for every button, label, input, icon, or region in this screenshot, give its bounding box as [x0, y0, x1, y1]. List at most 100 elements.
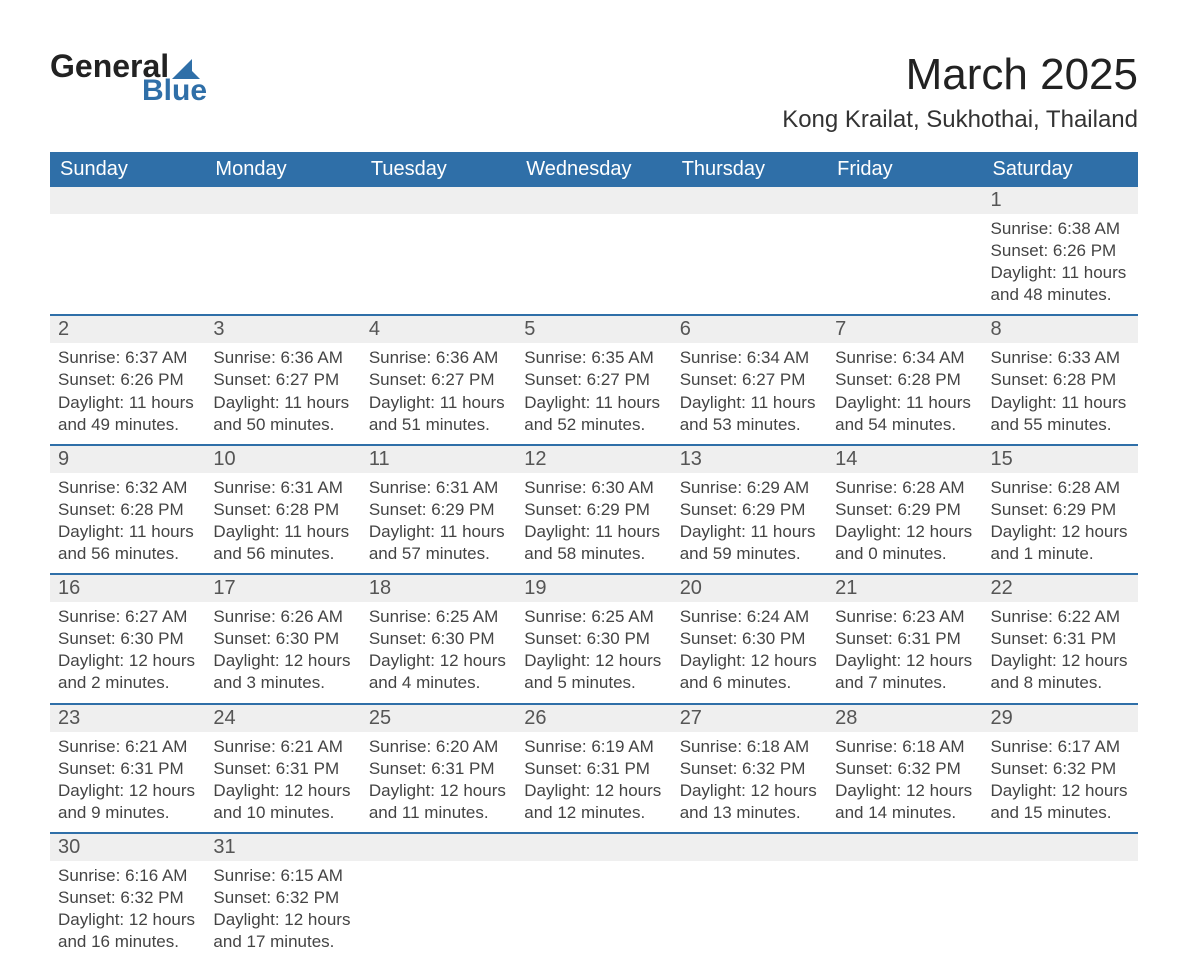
sunset-text: Sunset: 6:29 PM [524, 499, 663, 521]
sunrise-text: Sunrise: 6:37 AM [58, 347, 197, 369]
sunrise-text: Sunrise: 6:18 AM [835, 736, 974, 758]
day-header: Saturday [983, 152, 1138, 187]
sunset-text: Sunset: 6:29 PM [680, 499, 819, 521]
day-number-cell: 6 [672, 315, 827, 343]
daylight-text: Daylight: 12 hours and 7 minutes. [835, 650, 974, 694]
daylight-text: Daylight: 12 hours and 11 minutes. [369, 780, 508, 824]
day-number-cell: 10 [205, 445, 360, 473]
daylight-text: Daylight: 11 hours and 52 minutes. [524, 392, 663, 436]
day-detail-cell [672, 214, 827, 315]
day-detail-cell: Sunrise: 6:37 AMSunset: 6:26 PMDaylight:… [50, 343, 205, 444]
sunrise-text: Sunrise: 6:19 AM [524, 736, 663, 758]
day-detail-row: Sunrise: 6:38 AMSunset: 6:26 PMDaylight:… [50, 214, 1138, 315]
day-number-cell: 17 [205, 574, 360, 602]
day-detail-cell [983, 861, 1138, 961]
day-number-cell [361, 833, 516, 861]
day-number-cell: 2 [50, 315, 205, 343]
day-detail-cell: Sunrise: 6:34 AMSunset: 6:28 PMDaylight:… [827, 343, 982, 444]
sunset-text: Sunset: 6:32 PM [213, 887, 352, 909]
day-number-cell [672, 187, 827, 214]
day-detail-row: Sunrise: 6:32 AMSunset: 6:28 PM Daylight:… [50, 473, 1138, 574]
day-number-cell: 14 [827, 445, 982, 473]
day-number-cell [516, 833, 671, 861]
sunset-text: Sunset: 6:29 PM [835, 499, 974, 521]
day-detail-cell: Sunrise: 6:28 AMSunset: 6:29 PMDaylight:… [983, 473, 1138, 574]
day-detail-cell: Sunrise: 6:33 AMSunset: 6:28 PMDaylight:… [983, 343, 1138, 444]
day-detail-cell: Sunrise: 6:17 AMSunset: 6:32 PMDaylight:… [983, 732, 1138, 833]
day-number-cell: 19 [516, 574, 671, 602]
day-number-cell: 7 [827, 315, 982, 343]
sunrise-text: Sunrise: 6:30 AM [524, 477, 663, 499]
day-number-cell: 22 [983, 574, 1138, 602]
day-number-cell [827, 187, 982, 214]
day-number-cell: 1 [983, 187, 1138, 214]
daylight-text: Daylight: 11 hours and 53 minutes. [680, 392, 819, 436]
sunset-text: Sunset: 6:26 PM [991, 240, 1130, 262]
header-row: General Blue March 2025 Kong Krailat, Su… [50, 50, 1138, 134]
day-number-cell [983, 833, 1138, 861]
sunrise-text: Sunrise: 6:32 AM [58, 477, 197, 499]
day-detail-cell: Sunrise: 6:25 AMSunset: 6:30 PMDaylight:… [516, 602, 671, 703]
sunset-text: Sunset: 6:26 PM [58, 369, 197, 391]
day-number-cell: 8 [983, 315, 1138, 343]
day-detail-cell: Sunrise: 6:25 AMSunset: 6:30 PMDaylight:… [361, 602, 516, 703]
sunrise-text: Sunrise: 6:31 AM [369, 477, 508, 499]
day-number-cell [827, 833, 982, 861]
daylight-text: Daylight: 12 hours and 6 minutes. [680, 650, 819, 694]
sunrise-text: Sunrise: 6:34 AM [680, 347, 819, 369]
sunset-text: Sunset: 6:30 PM [369, 628, 508, 650]
calendar-table: SundayMondayTuesdayWednesdayThursdayFrid… [50, 152, 1138, 961]
daylight-text: Daylight: 12 hours and 2 minutes. [58, 650, 197, 694]
day-number-cell: 12 [516, 445, 671, 473]
sunrise-text: Sunrise: 6:34 AM [835, 347, 974, 369]
day-number-cell: 31 [205, 833, 360, 861]
sunset-text: Sunset: 6:28 PM [835, 369, 974, 391]
day-number-cell: 5 [516, 315, 671, 343]
sunset-text: Sunset: 6:27 PM [524, 369, 663, 391]
daylight-text: Daylight: 12 hours and 9 minutes. [58, 780, 197, 824]
day-detail-cell [361, 861, 516, 961]
day-number-cell: 23 [50, 704, 205, 732]
daylight-text: Daylight: 11 hours and 58 minutes. [524, 521, 663, 565]
day-number-cell: 25 [361, 704, 516, 732]
sunrise-text: Sunrise: 6:21 AM [58, 736, 197, 758]
daylight-text: Daylight: 12 hours and 1 minute. [991, 521, 1130, 565]
day-detail-cell: Sunrise: 6:31 AMSunset: 6:29 PMDaylight:… [361, 473, 516, 574]
day-detail-row: Sunrise: 6:27 AMSunset: 6:30 PMDaylight:… [50, 602, 1138, 703]
day-number-cell: 20 [672, 574, 827, 602]
day-header: Thursday [672, 152, 827, 187]
daylight-text: Daylight: 11 hours and 55 minutes. [991, 392, 1130, 436]
day-number-row: 1 [50, 187, 1138, 214]
day-detail-cell: Sunrise: 6:27 AMSunset: 6:30 PMDaylight:… [50, 602, 205, 703]
daylight-text: Daylight: 11 hours and 59 minutes. [680, 521, 819, 565]
day-header: Sunday [50, 152, 205, 187]
day-detail-cell: Sunrise: 6:24 AMSunset: 6:30 PMDaylight:… [672, 602, 827, 703]
day-number-cell: 4 [361, 315, 516, 343]
daylight-text: Daylight: 12 hours and 3 minutes. [213, 650, 352, 694]
day-detail-cell: Sunrise: 6:32 AMSunset: 6:28 PMDaylight:… [50, 473, 205, 574]
sunrise-text: Sunrise: 6:24 AM [680, 606, 819, 628]
day-detail-cell [672, 861, 827, 961]
daylight-text: Daylight: 12 hours and 16 minutes. [58, 909, 197, 953]
sunrise-text: Sunrise: 6:22 AM [991, 606, 1130, 628]
sunrise-text: Sunrise: 6:28 AM [991, 477, 1130, 499]
daylight-text: Daylight: 12 hours and 8 minutes. [991, 650, 1130, 694]
day-number-row: 23242526272829 [50, 704, 1138, 732]
daylight-text: Daylight: 11 hours and 49 minutes. [58, 392, 197, 436]
sunrise-text: Sunrise: 6:25 AM [369, 606, 508, 628]
day-number-row: 9101112131415 [50, 445, 1138, 473]
day-detail-cell: Sunrise: 6:34 AMSunset: 6:27 PMDaylight:… [672, 343, 827, 444]
daylight-text: Daylight: 12 hours and 10 minutes. [213, 780, 352, 824]
sunset-text: Sunset: 6:30 PM [213, 628, 352, 650]
daylight-text: Daylight: 12 hours and 17 minutes. [213, 909, 352, 953]
sunrise-text: Sunrise: 6:26 AM [213, 606, 352, 628]
daylight-text: Daylight: 12 hours and 12 minutes. [524, 780, 663, 824]
sunrise-text: Sunrise: 6:31 AM [213, 477, 352, 499]
sunrise-text: Sunrise: 6:36 AM [369, 347, 508, 369]
day-number-cell [205, 187, 360, 214]
day-number-cell: 24 [205, 704, 360, 732]
sunset-text: Sunset: 6:27 PM [369, 369, 508, 391]
daylight-text: Daylight: 12 hours and 5 minutes. [524, 650, 663, 694]
day-number-row: 16171819202122 [50, 574, 1138, 602]
sunset-text: Sunset: 6:28 PM [58, 499, 197, 521]
